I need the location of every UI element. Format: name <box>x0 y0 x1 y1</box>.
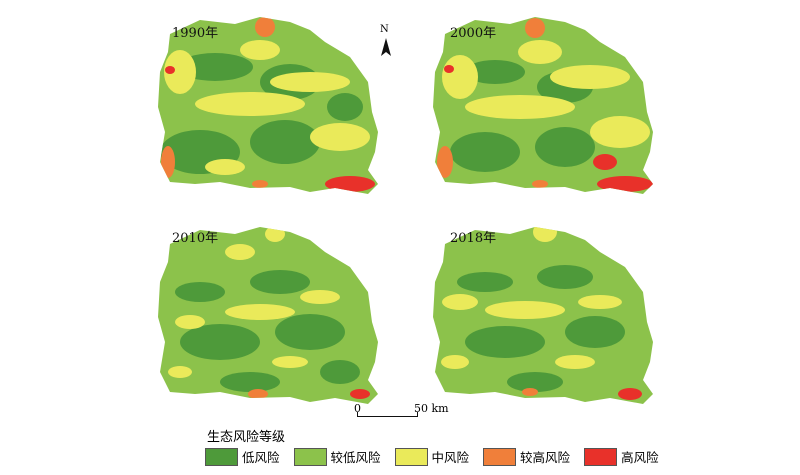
legend-label-lower: 较低风险 <box>330 450 381 465</box>
risk-map-2010 <box>158 227 378 404</box>
year-label-2000: 2000年 <box>450 26 497 41</box>
legend-label-higher: 较高风险 <box>520 450 571 465</box>
year-label-2010: 2010年 <box>172 231 219 246</box>
legend-item-high: 高风险 <box>584 447 659 466</box>
year-label-1990: 1990年 <box>172 26 219 41</box>
legend-swatch-medium <box>394 447 428 466</box>
north-label: N <box>380 24 389 35</box>
map-panel-1990 <box>140 12 400 212</box>
year-label-2018: 2018年 <box>450 231 497 246</box>
scale-bar: 0 50 km <box>352 402 462 426</box>
legend-swatch-high <box>584 447 618 466</box>
legend-label-medium: 中风险 <box>431 450 470 465</box>
scale-tick-end <box>417 412 418 417</box>
risk-map-2018 <box>433 227 653 404</box>
north-arrow-icon <box>381 38 391 56</box>
risk-map-2000 <box>433 17 653 194</box>
legend-swatch-low <box>205 447 238 466</box>
risk-map-1990 <box>158 17 378 194</box>
scale-line <box>357 416 418 417</box>
legend-title: 生态风险等级 <box>207 430 286 445</box>
scale-tick-start <box>357 412 358 417</box>
legend-label-low: 低风险 <box>242 450 280 465</box>
legend-label-high: 高风险 <box>621 450 659 465</box>
map-panel-2018 <box>415 222 675 422</box>
legend-item-higher: 较高风险 <box>483 447 570 466</box>
legend-item-lower: 较低风险 <box>293 447 381 466</box>
scale-start-label: 0 <box>354 402 361 415</box>
legend-swatch-lower <box>293 447 327 466</box>
scale-end-label: 50 km <box>414 402 449 415</box>
map-panel-2010 <box>140 222 400 422</box>
legend-item-low: 低风险 <box>205 447 280 466</box>
legend-swatch-higher <box>483 447 517 466</box>
legend-item-medium: 中风险 <box>394 447 470 466</box>
legend: 低风险 较低风险 中风险 较高风险 高风险 <box>205 447 673 466</box>
map-panel-2000 <box>415 12 675 212</box>
